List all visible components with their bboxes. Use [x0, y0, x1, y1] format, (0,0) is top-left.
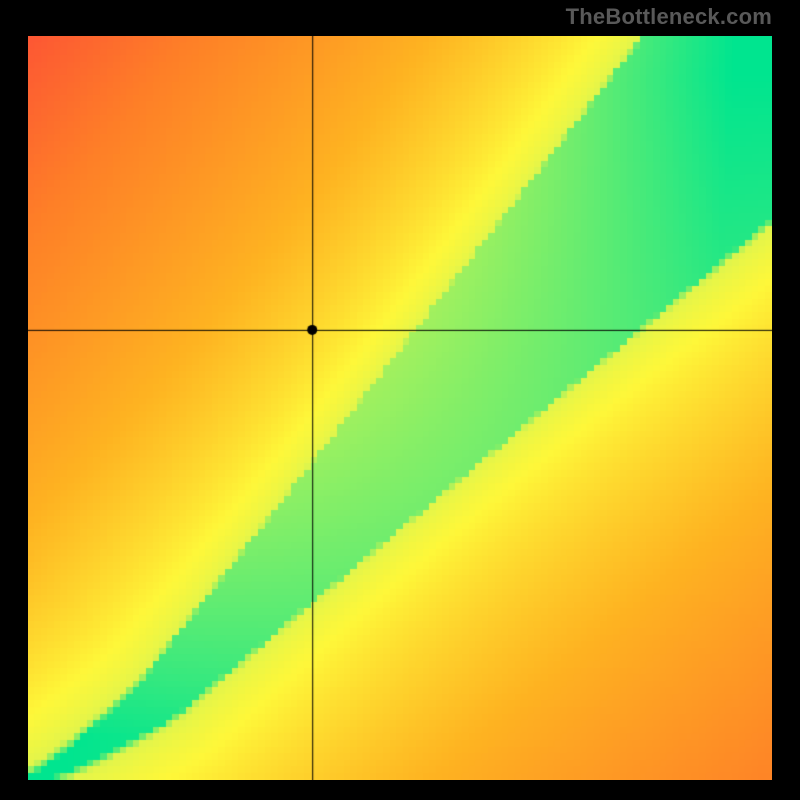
bottleneck-heatmap — [28, 36, 772, 780]
watermark-text: TheBottleneck.com — [566, 4, 772, 30]
